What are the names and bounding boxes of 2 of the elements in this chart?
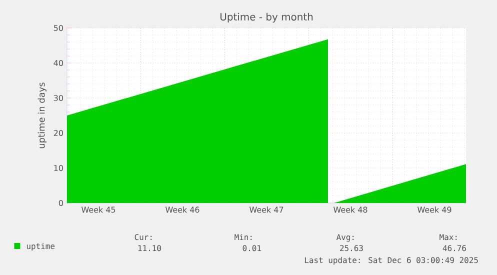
chart-title: Uptime - by month	[220, 12, 313, 23]
y-axis-title: uptime in days	[38, 82, 46, 148]
